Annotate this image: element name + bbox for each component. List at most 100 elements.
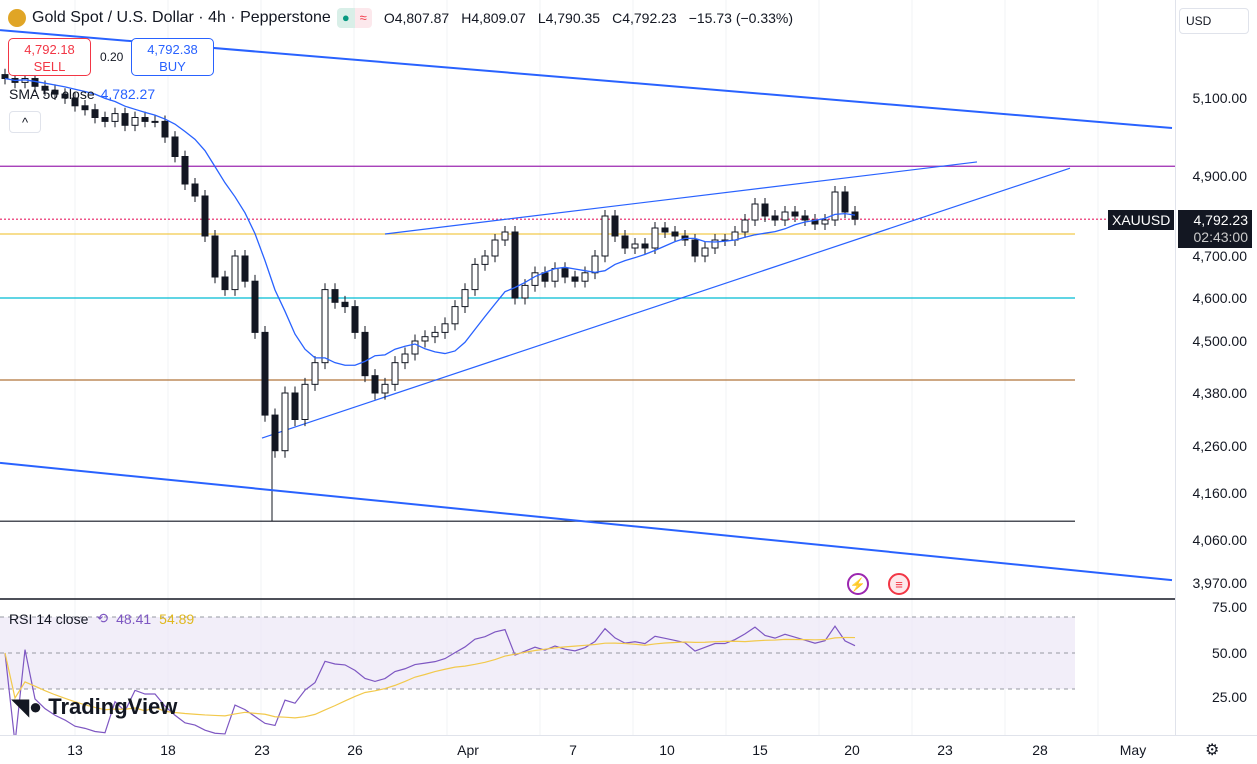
rsi-ma-value: 54.89 bbox=[159, 610, 195, 627]
candle-up bbox=[391, 362, 399, 385]
candle-up bbox=[701, 247, 709, 257]
candle-down bbox=[621, 235, 629, 249]
tradingview-logo[interactable]: ◥● TradingView bbox=[12, 694, 177, 720]
candle-up bbox=[711, 239, 719, 249]
candle-up bbox=[581, 272, 589, 282]
time-axis-label: May bbox=[1119, 742, 1147, 758]
candle-down bbox=[171, 136, 179, 157]
candle-down bbox=[851, 211, 859, 220]
buy-price: 4,792.38 bbox=[147, 42, 198, 57]
settings-gear-icon[interactable]: ⚙ bbox=[1205, 742, 1220, 759]
candle-up bbox=[451, 306, 459, 325]
candle-down bbox=[141, 117, 149, 122]
candle-down bbox=[691, 239, 699, 257]
tv-logo-icon: ◥● bbox=[12, 694, 43, 719]
candle-up bbox=[421, 336, 429, 342]
rsi-axis-label: 25.00 bbox=[1211, 689, 1247, 705]
rsi-legend[interactable]: RSI 14 close ⟲ 48.41 54.89 bbox=[9, 610, 194, 627]
spread: 0.20 bbox=[100, 50, 124, 64]
candle-down bbox=[91, 109, 99, 118]
time-axis-label: 15 bbox=[752, 742, 768, 758]
price-axis-label: 4,900.00 bbox=[1192, 168, 1248, 184]
candle-down bbox=[291, 392, 299, 420]
symbol-tag: XAUUSD bbox=[1108, 210, 1175, 230]
candle-down bbox=[761, 203, 769, 217]
candle-down bbox=[771, 215, 779, 221]
market-open-icon: ● bbox=[336, 8, 355, 28]
rsi-label: RSI 14 close bbox=[9, 610, 89, 627]
candle-down bbox=[511, 231, 519, 299]
price-axis-label: 4,160.00 bbox=[1192, 485, 1248, 501]
symbol-title[interactable]: Gold Spot / U.S. Dollar · 4h · Peppersto… bbox=[32, 9, 331, 26]
candle-down bbox=[251, 280, 259, 333]
time-axis-label: 7 bbox=[569, 742, 577, 758]
lightning-event-icon[interactable]: ⚡ bbox=[847, 573, 869, 595]
candle-down bbox=[201, 195, 209, 237]
price-axis-label: 4,060.00 bbox=[1192, 532, 1248, 548]
time-axis-label: 10 bbox=[659, 742, 675, 758]
candle-down bbox=[671, 231, 679, 237]
time-axis-label: 13 bbox=[67, 742, 83, 758]
sma-line bbox=[4, 77, 856, 366]
currency-select[interactable]: USD bbox=[1179, 8, 1249, 34]
candle-down bbox=[351, 306, 359, 333]
brand-name: TradingView bbox=[48, 694, 178, 719]
candle-down bbox=[51, 89, 59, 95]
candle-up bbox=[441, 323, 449, 333]
rsi-line bbox=[4, 625, 856, 735]
candle-up bbox=[151, 120, 159, 123]
candle-down bbox=[181, 156, 189, 185]
candle-up bbox=[281, 392, 289, 452]
candle-up bbox=[321, 289, 329, 364]
price-axis-label: 4,260.00 bbox=[1192, 438, 1248, 454]
ohlc-change: −15.73 (−0.33%) bbox=[688, 10, 794, 26]
candle-up bbox=[461, 289, 469, 308]
buy-button[interactable]: 4,792.38 BUY bbox=[131, 38, 214, 76]
candle-up bbox=[831, 191, 839, 221]
price-axis-label: 5,100.00 bbox=[1192, 90, 1248, 106]
ohlc-low: L4,790.35 bbox=[537, 10, 601, 26]
candle-up bbox=[651, 227, 659, 249]
price-axis[interactable]: USD 5,100.00 4,900.00 4,700.00 4,600.00 4,50… bbox=[1175, 0, 1257, 735]
candle-up bbox=[531, 272, 539, 286]
candle-down bbox=[121, 113, 129, 126]
candle-down bbox=[331, 289, 339, 303]
price-axis-label: 4,600.00 bbox=[1192, 290, 1248, 306]
candle-down bbox=[641, 243, 649, 249]
collapse-legend-button[interactable]: ^ bbox=[9, 111, 41, 133]
candle-down bbox=[361, 331, 369, 377]
settings-cycle-icon: ⟲ bbox=[96, 610, 109, 626]
price-axis-label: 3,970.00 bbox=[1192, 575, 1248, 591]
gold-logo-icon bbox=[8, 9, 26, 27]
candle-down bbox=[241, 255, 249, 282]
candle-down bbox=[61, 93, 69, 99]
candle-down bbox=[541, 272, 549, 282]
candle-up bbox=[481, 255, 489, 265]
sell-price: 4,792.18 bbox=[24, 42, 75, 57]
us-flag-event-icon[interactable]: ≡ bbox=[888, 573, 910, 595]
ohlc-high: H4,809.07 bbox=[461, 10, 526, 26]
sell-button[interactable]: 4,792.18 SELL bbox=[8, 38, 91, 76]
time-axis-label: Apr bbox=[457, 742, 479, 758]
time-axis-label: 20 bbox=[844, 742, 860, 758]
last-price-tag: 4,792.23 02:43:00 bbox=[1178, 210, 1252, 248]
time-axis-label: 26 bbox=[347, 742, 363, 758]
market-status[interactable]: ● ≈ bbox=[336, 8, 372, 28]
candle-up bbox=[131, 117, 139, 126]
candle-down bbox=[661, 227, 669, 233]
time-axis[interactable] bbox=[0, 735, 1257, 764]
time-axis-label: 23 bbox=[937, 742, 953, 758]
candle-up bbox=[311, 362, 319, 385]
time-axis-label: 28 bbox=[1032, 742, 1048, 758]
candle-down bbox=[841, 191, 849, 213]
price-chart[interactable] bbox=[0, 0, 1175, 735]
buy-label: BUY bbox=[159, 59, 186, 74]
rsi-axis-label: 50.00 bbox=[1211, 645, 1247, 661]
sma-legend[interactable]: SMA 50 close 4,782.27 bbox=[9, 86, 155, 102]
candle-down bbox=[81, 105, 89, 111]
candle-up bbox=[491, 239, 499, 257]
candle-up bbox=[591, 255, 599, 274]
candle-down bbox=[611, 215, 619, 237]
trend-line bbox=[261, 167, 1071, 439]
candle-up bbox=[741, 219, 749, 233]
